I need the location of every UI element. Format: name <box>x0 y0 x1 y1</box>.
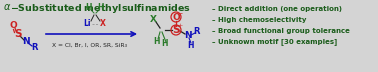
Text: S: S <box>14 29 22 39</box>
Text: – Unknown motif [30 examples]: – Unknown motif [30 examples] <box>212 39 337 46</box>
Text: $\it{\alpha}$: $\it{\alpha}$ <box>3 2 11 12</box>
Text: O: O <box>9 21 17 30</box>
Text: N: N <box>184 32 192 40</box>
Text: – Direct addition (one operation): – Direct addition (one operation) <box>212 6 342 12</box>
Text: R: R <box>194 28 200 37</box>
Text: R: R <box>31 42 37 51</box>
Text: −: − <box>177 11 183 15</box>
Text: $\mathbf{-Substituted\ methylsulfinamides}$: $\mathbf{-Substituted\ methylsulfinamide… <box>10 2 191 15</box>
Text: H: H <box>162 40 168 49</box>
Text: X: X <box>150 15 156 24</box>
Text: H: H <box>188 40 194 50</box>
Text: – Broad functional group tolerance: – Broad functional group tolerance <box>212 28 350 34</box>
Text: Li: Li <box>83 20 91 29</box>
Text: N: N <box>22 38 30 47</box>
Text: H: H <box>98 4 104 13</box>
Text: +: + <box>177 23 183 28</box>
Text: S: S <box>172 25 180 35</box>
Text: X: X <box>100 20 106 29</box>
Text: H: H <box>86 4 92 13</box>
Text: X = Cl, Br, I, OR, SR, SiR₃: X = Cl, Br, I, OR, SR, SiR₃ <box>52 42 127 48</box>
Text: O: O <box>172 13 180 22</box>
Text: – High chemoselectivity: – High chemoselectivity <box>212 17 307 23</box>
Text: H: H <box>153 37 159 46</box>
